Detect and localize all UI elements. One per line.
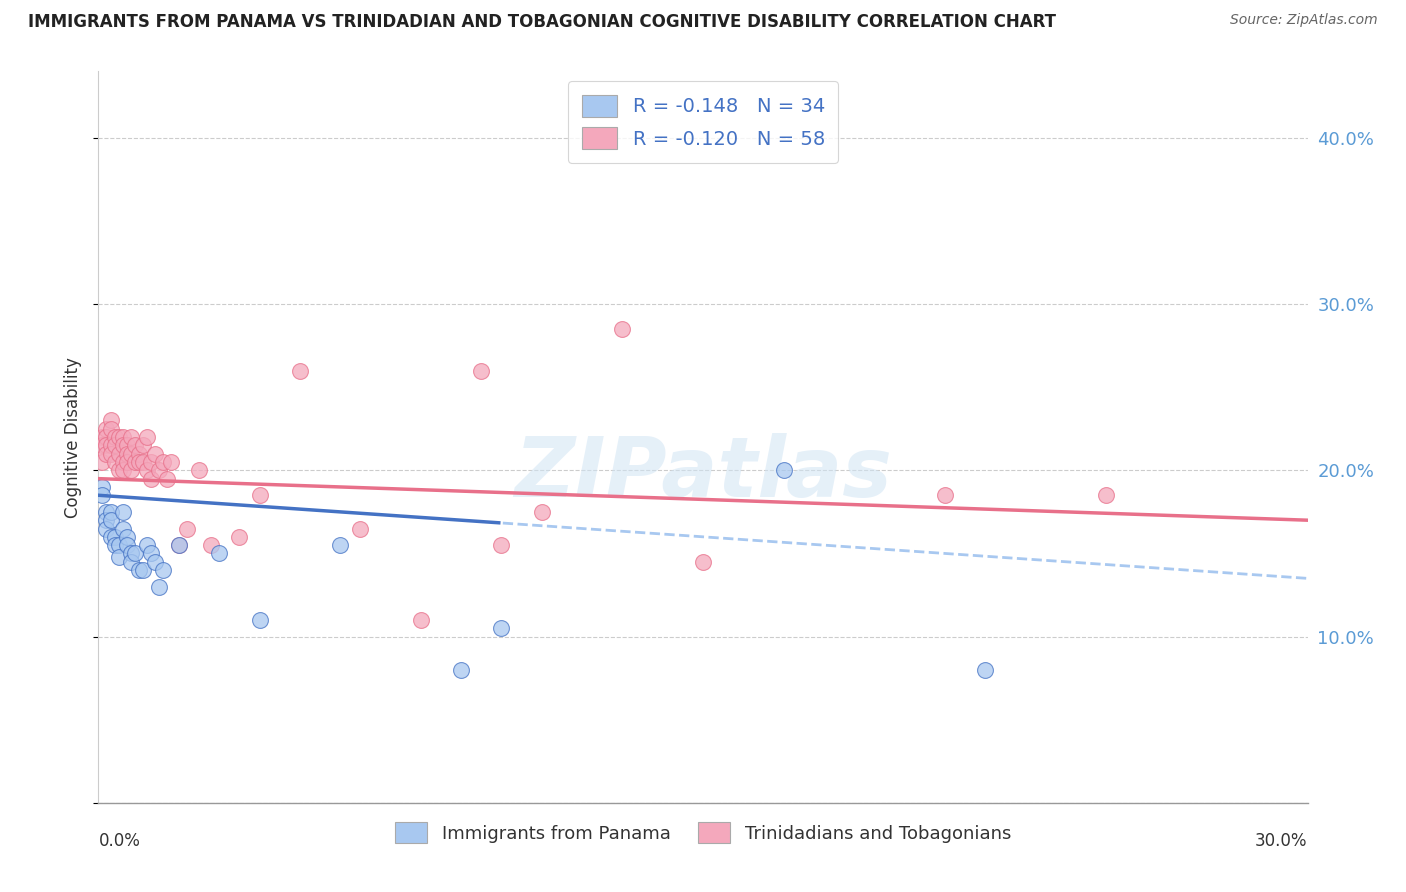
Point [100, 438, 122, 452]
Point [120, 555, 142, 569]
Point [692, 555, 714, 569]
Point [208, 546, 231, 560]
Point [772, 463, 794, 477]
Point [132, 438, 155, 452]
Point [107, 447, 129, 461]
Point [409, 613, 432, 627]
Text: Source: ZipAtlas.com: Source: ZipAtlas.com [1230, 13, 1378, 28]
Point [103, 455, 125, 469]
Point [115, 455, 138, 469]
Point [124, 438, 146, 452]
Point [115, 438, 138, 452]
Point [160, 455, 183, 469]
Point [96, 447, 118, 461]
Text: 0.0%: 0.0% [98, 832, 141, 850]
Text: IMMIGRANTS FROM PANAMA VS TRINIDADIAN AND TOBAGONIAN COGNITIVE DISABILITY CORREL: IMMIGRANTS FROM PANAMA VS TRINIDADIAN AN… [28, 13, 1056, 31]
Point [124, 546, 146, 560]
Y-axis label: Cognitive Disability: Cognitive Disability [65, 357, 83, 517]
Point [135, 538, 157, 552]
Point [249, 488, 271, 502]
Point [111, 430, 134, 444]
Point [91, 430, 114, 444]
Point [176, 521, 198, 535]
Point [148, 580, 170, 594]
Point [329, 538, 352, 552]
Point [228, 530, 250, 544]
Point [107, 549, 129, 564]
Point [128, 563, 150, 577]
Point [96, 505, 118, 519]
Point [100, 413, 122, 427]
Point [148, 463, 170, 477]
Point [115, 530, 138, 544]
Point [934, 488, 956, 502]
Point [103, 538, 125, 552]
Point [100, 505, 122, 519]
Point [143, 555, 166, 569]
Point [135, 463, 157, 477]
Point [115, 447, 138, 461]
Point [530, 505, 553, 519]
Point [91, 480, 114, 494]
Point [491, 621, 513, 635]
Point [132, 563, 155, 577]
Point [249, 613, 271, 627]
Point [139, 455, 162, 469]
Point [470, 363, 492, 377]
Point [128, 455, 150, 469]
Point [124, 455, 146, 469]
Point [96, 430, 118, 444]
Point [167, 538, 190, 552]
Point [152, 455, 174, 469]
Point [111, 438, 134, 452]
Point [91, 455, 114, 469]
Point [96, 438, 118, 452]
Point [100, 447, 122, 461]
Point [349, 521, 371, 535]
Point [96, 513, 118, 527]
Text: ZIPatlas: ZIPatlas [515, 434, 891, 514]
Point [111, 505, 134, 519]
Point [612, 322, 634, 336]
Point [103, 438, 125, 452]
Point [100, 422, 122, 436]
Legend: Immigrants from Panama, Trinidadians and Tobagonians: Immigrants from Panama, Trinidadians and… [385, 814, 1021, 852]
Point [107, 430, 129, 444]
Point [188, 463, 211, 477]
Point [96, 422, 118, 436]
Point [111, 463, 134, 477]
Point [1095, 488, 1118, 502]
Text: 30.0%: 30.0% [1256, 832, 1308, 850]
Point [200, 538, 222, 552]
Point [120, 463, 142, 477]
Point [100, 530, 122, 544]
Point [974, 663, 997, 677]
Point [167, 538, 190, 552]
Point [96, 521, 118, 535]
Point [152, 563, 174, 577]
Point [91, 438, 114, 452]
Point [139, 546, 162, 560]
Point [103, 530, 125, 544]
Point [91, 488, 114, 502]
Point [135, 430, 157, 444]
Point [288, 363, 311, 377]
Point [115, 538, 138, 552]
Point [139, 472, 162, 486]
Point [450, 663, 472, 677]
Point [128, 447, 150, 461]
Point [111, 455, 134, 469]
Point [491, 538, 513, 552]
Point [107, 538, 129, 552]
Point [120, 430, 142, 444]
Point [132, 455, 155, 469]
Point [100, 513, 122, 527]
Point [120, 546, 142, 560]
Point [120, 447, 142, 461]
Point [107, 463, 129, 477]
Point [143, 447, 166, 461]
Point [111, 521, 134, 535]
Point [156, 472, 179, 486]
Point [103, 430, 125, 444]
